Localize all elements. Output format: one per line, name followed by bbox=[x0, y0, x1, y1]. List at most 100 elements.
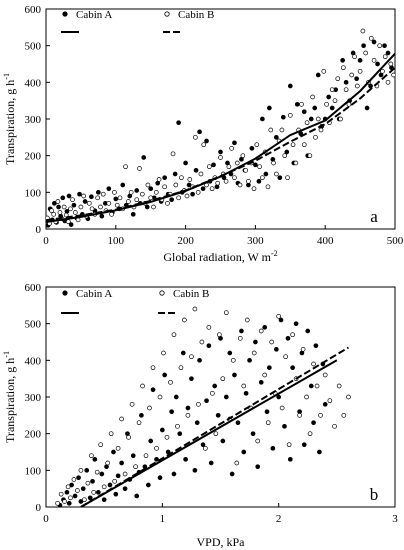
legend: Cabin A Cabin B bbox=[61, 9, 214, 33]
cabin-a-point bbox=[72, 493, 78, 499]
cabin-a-point bbox=[294, 101, 300, 107]
cabin-b-point bbox=[164, 434, 170, 440]
cabin-b-point bbox=[49, 208, 54, 214]
cabin-a-point bbox=[382, 43, 387, 49]
cabin-b-point bbox=[70, 197, 75, 203]
legend-label: Cabin A bbox=[76, 9, 112, 21]
cabin-a-point bbox=[71, 202, 77, 208]
cabin-a-point bbox=[214, 184, 220, 190]
cabin-a-point bbox=[87, 495, 93, 501]
cabin-b-point bbox=[145, 182, 151, 188]
cabin-a-point bbox=[375, 61, 380, 67]
cabin-a-point bbox=[267, 105, 272, 111]
cabin-b-point bbox=[128, 189, 134, 195]
cabin-a-point bbox=[253, 339, 258, 345]
cabin-a-point bbox=[183, 456, 188, 462]
cabin-b-point bbox=[354, 83, 360, 89]
cabin-a-point bbox=[273, 134, 279, 140]
cabin-b-point bbox=[117, 195, 123, 201]
cabin-a-point bbox=[264, 409, 270, 415]
cabin-b-point bbox=[148, 195, 154, 201]
cabin-b-point bbox=[311, 361, 316, 367]
x-tick-label: 0 bbox=[43, 235, 49, 247]
cabin-a-point bbox=[183, 160, 188, 166]
y-tick-label: 0 bbox=[36, 502, 42, 514]
cabin-b-point bbox=[119, 416, 124, 422]
cabin-b-point bbox=[179, 175, 184, 181]
cabin-b-point bbox=[260, 175, 265, 181]
cabin-b-point bbox=[380, 68, 385, 74]
cabin-a-point bbox=[66, 193, 72, 199]
cabin-b-point bbox=[241, 383, 247, 389]
cabin-b-point bbox=[268, 127, 274, 133]
cabin-b-point bbox=[313, 134, 318, 140]
cabin-b-point bbox=[157, 394, 163, 400]
cabin-b-point bbox=[234, 460, 240, 466]
cabin-b-point bbox=[89, 453, 94, 459]
cabin-b-point bbox=[286, 442, 292, 448]
cabin-a-point bbox=[241, 449, 247, 455]
cabin-b-point bbox=[223, 310, 229, 316]
cabin-b-point bbox=[346, 394, 351, 400]
cabin-b-point bbox=[173, 182, 179, 188]
cabin-a-point bbox=[277, 175, 283, 181]
cabin-b-point bbox=[352, 54, 357, 60]
cabin-b-point bbox=[105, 460, 111, 466]
cabin-a-point bbox=[66, 500, 72, 506]
cabin-b-point bbox=[371, 57, 377, 63]
cabin-a-point bbox=[284, 149, 290, 155]
x-axis-label: VPD, kPa bbox=[196, 535, 245, 549]
cabin-b-point bbox=[133, 464, 138, 470]
cabin-b-point bbox=[94, 469, 100, 475]
cabin-b-point bbox=[265, 420, 271, 426]
cabin-a-point bbox=[120, 182, 126, 188]
cabin-a-point bbox=[99, 471, 105, 477]
cabin-b-point bbox=[265, 184, 271, 190]
cabin-a-point bbox=[282, 423, 287, 429]
cabin-b-point bbox=[201, 142, 207, 148]
cabin-b-point bbox=[65, 484, 71, 490]
cabin-a-point bbox=[212, 383, 218, 389]
cabin-b-point bbox=[55, 500, 60, 506]
data-points bbox=[46, 28, 395, 228]
cabin-a-point bbox=[190, 191, 195, 197]
x-tick-label: 100 bbox=[108, 235, 125, 247]
cabin-a-point bbox=[232, 372, 237, 378]
cabin-b-point bbox=[293, 160, 299, 166]
cabin-a-point bbox=[130, 211, 136, 217]
cabin-b-point bbox=[301, 142, 307, 148]
cabin-a-point bbox=[162, 372, 168, 378]
cabin-a-point bbox=[146, 482, 151, 488]
cabin-a-point bbox=[255, 464, 261, 470]
cabin-a-point bbox=[89, 194, 94, 200]
cabin-a-point bbox=[185, 405, 191, 411]
cabin-a-point bbox=[141, 155, 147, 160]
cabin-b-point bbox=[86, 200, 92, 206]
cabin-b-point bbox=[357, 68, 363, 74]
cabin-b-point bbox=[377, 43, 382, 49]
cabin-a-point bbox=[239, 328, 244, 334]
cabin-b-point bbox=[216, 332, 222, 338]
cabin-b-point bbox=[307, 431, 313, 437]
cabin-b-point bbox=[91, 489, 97, 495]
cabin-a-point bbox=[260, 116, 265, 122]
cabin-b-point bbox=[343, 87, 349, 93]
cabin-b-point bbox=[108, 431, 114, 437]
y-tick-label: 400 bbox=[25, 77, 42, 89]
cabin-b-point bbox=[210, 390, 215, 396]
cabin-a-point bbox=[76, 475, 81, 481]
cabin-a-point bbox=[227, 350, 233, 356]
cabin-b-point bbox=[126, 434, 131, 440]
cabin-b-point bbox=[123, 164, 128, 170]
cabin-a-point bbox=[95, 189, 101, 195]
cabin-b-point bbox=[290, 332, 295, 338]
cabin-b-point bbox=[165, 200, 170, 206]
cabin-b-point bbox=[62, 499, 67, 504]
cabin-b-point bbox=[170, 151, 176, 157]
cabin-a-point bbox=[148, 186, 154, 192]
cabin-b-point bbox=[310, 94, 315, 100]
cabin-b-point bbox=[315, 116, 321, 122]
cabin-a-point bbox=[223, 394, 229, 400]
cabin-b-point bbox=[161, 350, 166, 356]
